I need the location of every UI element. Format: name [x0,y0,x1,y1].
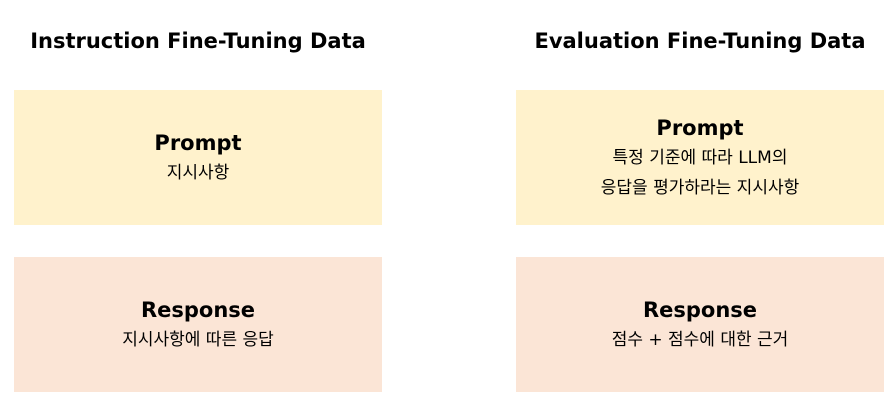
evaluation-response-heading: Response [642,297,758,322]
evaluation-response-text: 점수 + 점수에 대한 근거 [611,329,789,350]
evaluation-data-title: Evaluation Fine-Tuning Data [534,29,866,53]
evaluation-prompt-text-line-2: 응답을 평가하라는 지시사항 [600,177,800,198]
evaluation-prompt-text-line-1: 특정 기준에 따라 LLM의 [612,147,788,168]
evaluation-prompt-box: Prompt 특정 기준에 따라 LLM의 응답을 평가하라는 지시사항 [516,90,884,225]
instruction-prompt-heading: Prompt [154,130,242,155]
instruction-response-box: Response 지시사항에 따른 응답 [14,257,382,392]
evaluation-prompt-heading: Prompt [656,115,744,140]
instruction-response-text: 지시사항에 따른 응답 [122,329,274,350]
instruction-data-title: Instruction Fine-Tuning Data [30,29,366,53]
instruction-response-heading: Response [140,297,256,322]
instruction-prompt-box: Prompt 지시사항 [14,90,382,225]
evaluation-response-box: Response 점수 + 점수에 대한 근거 [516,257,884,392]
instruction-prompt-text: 지시사항 [166,162,230,183]
